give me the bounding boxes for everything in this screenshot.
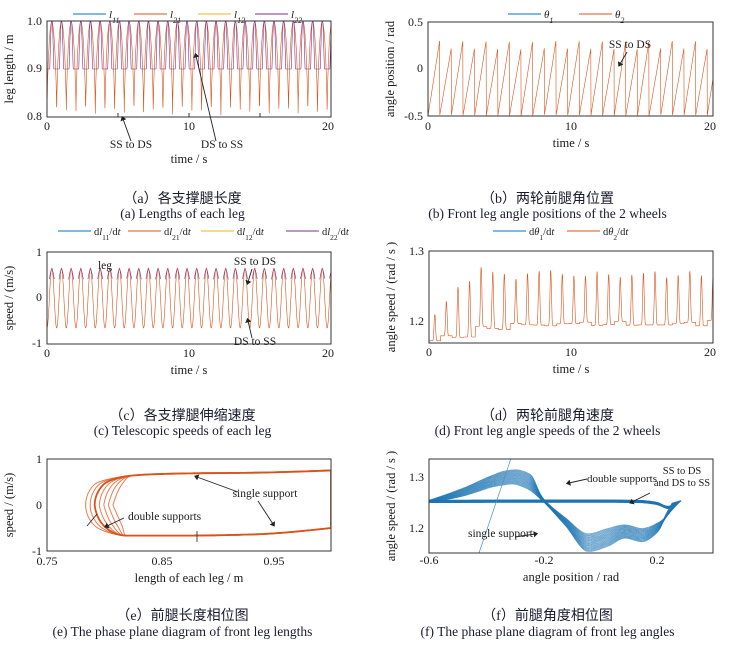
- svg-text:0.85: 0.85: [152, 554, 173, 568]
- svg-text:dl11/dt: dl11/dt: [94, 227, 122, 242]
- svg-text:1.3: 1.3: [409, 244, 424, 258]
- svg-text:0: 0: [36, 290, 42, 304]
- svg-text:0.8: 0.8: [27, 109, 42, 123]
- svg-text:and DS to SS: and DS to SS: [654, 478, 710, 489]
- svg-text:0: 0: [44, 119, 50, 133]
- svg-text:angle position / rad: angle position / rad: [523, 570, 620, 584]
- svg-text:angle speed / (rad / s ): angle speed / (rad / s ): [384, 451, 398, 561]
- svg-text:1.0: 1.0: [27, 14, 42, 28]
- svg-text:DS to SS: DS to SS: [201, 139, 243, 151]
- svg-text:-0.2: -0.2: [535, 553, 554, 567]
- svg-text:dl21/dt: dl21/dt: [164, 227, 192, 242]
- svg-text:20: 20: [704, 119, 716, 133]
- svg-text:length of each leg / m: length of each leg / m: [135, 571, 244, 585]
- svg-text:0.9: 0.9: [27, 61, 42, 75]
- svg-text:0: 0: [425, 119, 431, 133]
- svg-text:time / s: time / s: [553, 136, 590, 150]
- svg-text:angle speed / (rad / s ): angle speed / (rad / s ): [384, 242, 398, 352]
- svg-text:-0.6: -0.6: [420, 553, 439, 567]
- svg-text:0: 0: [417, 61, 423, 75]
- svg-text:0.2: 0.2: [650, 553, 665, 567]
- svg-text:0: 0: [44, 346, 50, 360]
- svg-text:10: 10: [565, 345, 577, 359]
- svg-text:1.3: 1.3: [409, 470, 424, 484]
- svg-text:leg length / m: leg length / m: [2, 34, 16, 103]
- svg-text:0.5: 0.5: [408, 15, 423, 29]
- svg-text:speed / (m/s): speed / (m/s): [2, 473, 16, 538]
- svg-text:0.75: 0.75: [37, 554, 58, 568]
- svg-text:-0.5: -0.5: [404, 109, 423, 123]
- svg-text:10: 10: [183, 346, 195, 360]
- svg-text:speed / (m/s): speed / (m/s): [2, 266, 16, 331]
- svg-text:0: 0: [426, 345, 432, 359]
- svg-text:dθ1/dt: dθ1/dt: [529, 227, 555, 242]
- svg-text:dl22/dt: dl22/dt: [322, 227, 350, 242]
- svg-text:time / s: time / s: [171, 152, 208, 166]
- svg-text:10: 10: [565, 119, 577, 133]
- svg-text:time / s: time / s: [171, 363, 208, 377]
- svg-text:20: 20: [704, 345, 716, 359]
- svg-text:-1: -1: [32, 336, 42, 350]
- svg-text:single support: single support: [468, 528, 534, 540]
- svg-text:leg: leg: [98, 260, 112, 272]
- svg-text:l11: l11: [109, 9, 119, 25]
- svg-text:double supports: double supports: [128, 511, 202, 523]
- svg-text:1: 1: [36, 452, 42, 466]
- svg-text:1.2: 1.2: [409, 314, 424, 328]
- svg-text:l21: l21: [170, 9, 181, 25]
- svg-text:SS to DS: SS to DS: [234, 256, 276, 268]
- svg-text:angle position / rad: angle position / rad: [383, 20, 397, 117]
- svg-text:double supports: double supports: [587, 473, 657, 485]
- svg-text:single support: single support: [233, 488, 299, 500]
- svg-text:SS to DS: SS to DS: [663, 466, 702, 477]
- svg-text:0: 0: [36, 498, 42, 512]
- svg-text:10: 10: [183, 119, 195, 133]
- svg-text:time / s: time / s: [553, 362, 590, 376]
- svg-text:20: 20: [322, 119, 334, 133]
- svg-text:1.2: 1.2: [409, 521, 424, 535]
- svg-text:0.95: 0.95: [264, 554, 285, 568]
- svg-text:1: 1: [36, 245, 42, 259]
- svg-text:dl12/dt: dl12/dt: [237, 227, 265, 242]
- svg-text:DS to SS: DS to SS: [234, 336, 276, 348]
- svg-text:dθ2/dt: dθ2/dt: [603, 227, 629, 242]
- svg-text:20: 20: [322, 346, 334, 360]
- svg-text:SS to DS: SS to DS: [609, 39, 651, 51]
